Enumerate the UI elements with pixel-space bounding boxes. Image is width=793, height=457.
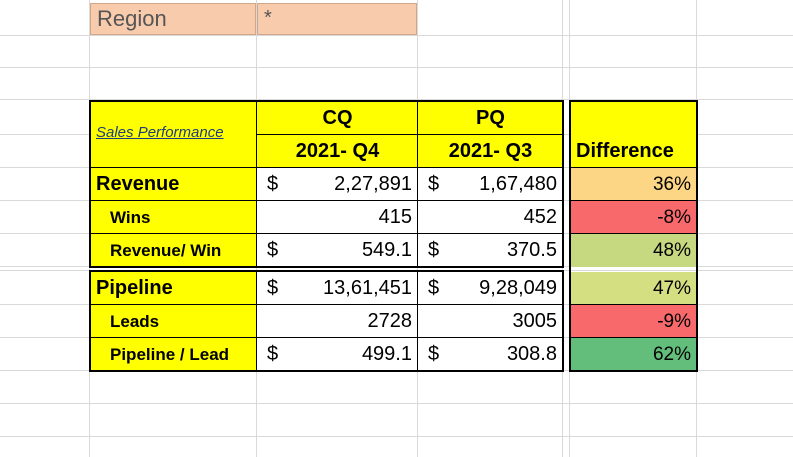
row-label-revenue: Revenue — [90, 168, 257, 201]
revenue-per-win-cq[interactable]: $ 549.1 — [257, 234, 418, 267]
leads-pq[interactable]: 3005 — [512, 310, 558, 332]
pipeline-per-lead-pq[interactable]: $ 308.8 — [418, 338, 563, 371]
wins-cq[interactable]: 415 — [378, 206, 412, 228]
divider — [256, 272, 257, 371]
divider — [90, 304, 563, 305]
pipeline-per-lead-pq-value: 308.8 — [506, 343, 557, 365]
currency-symbol: $ — [428, 277, 440, 299]
diff-pipeline-per-lead[interactable]: 62% — [570, 338, 697, 371]
revenue-cq-value: 2,27,891 — [334, 173, 412, 195]
divider — [570, 200, 697, 201]
region-value-cell[interactable]: * — [257, 3, 417, 35]
row-label-pipeline-per-lead: Pipeline / Lead — [90, 338, 257, 371]
revenue-cq[interactable]: $ 2,27,891 — [257, 168, 418, 201]
currency-symbol: $ — [267, 239, 279, 261]
revenue-pq-value: 1,67,480 — [479, 173, 557, 195]
sales-performance-title-cell: Sales Performance — [90, 101, 257, 167]
divider — [570, 304, 697, 305]
revenue-per-win-pq[interactable]: $ 370.5 — [418, 234, 563, 267]
revenue-per-win-cq-value: 549.1 — [361, 239, 412, 261]
diff-revenue[interactable]: 36% — [570, 168, 697, 201]
divider — [570, 337, 697, 338]
row-label-pipeline: Pipeline — [90, 272, 257, 305]
cq-period: 2021- Q4 — [257, 135, 418, 168]
region-label: Region — [90, 3, 256, 35]
divider — [90, 337, 563, 338]
diff-leads[interactable]: -9% — [570, 305, 697, 338]
pipeline-pq-value: 9,28,049 — [479, 277, 557, 299]
currency-symbol: $ — [267, 173, 279, 195]
revenue-per-win-pq-value: 370.5 — [506, 239, 557, 261]
divider — [570, 233, 697, 234]
divider — [417, 272, 418, 371]
pipeline-cq-value: 13,61,451 — [323, 277, 412, 299]
divider — [570, 167, 697, 168]
currency-symbol: $ — [267, 343, 279, 365]
sales-performance-title: Sales Performance — [96, 124, 224, 141]
divider — [90, 167, 563, 168]
revenue-pq[interactable]: $ 1,67,480 — [418, 168, 563, 201]
pipeline-pq[interactable]: $ 9,28,049 — [418, 272, 563, 305]
divider — [417, 101, 418, 267]
pq-header: PQ — [418, 101, 563, 135]
pipeline-cq[interactable]: $ 13,61,451 — [257, 272, 418, 305]
leads-cq[interactable]: 2728 — [367, 310, 413, 332]
divider — [257, 134, 563, 135]
pipeline-per-lead-cq-value: 499.1 — [361, 343, 412, 365]
currency-symbol: $ — [428, 343, 440, 365]
diff-wins[interactable]: -8% — [570, 201, 697, 234]
row-label-wins: Wins — [90, 201, 257, 234]
currency-symbol: $ — [428, 173, 440, 195]
diff-pipeline[interactable]: 47% — [570, 272, 697, 305]
difference-header: Difference — [570, 101, 697, 168]
pq-period: 2021- Q3 — [418, 135, 563, 168]
currency-symbol: $ — [267, 277, 279, 299]
cq-header: CQ — [257, 101, 418, 135]
divider — [90, 233, 563, 234]
currency-symbol: $ — [428, 239, 440, 261]
row-label-revenue-per-win: Revenue/ Win — [90, 234, 257, 267]
divider — [256, 101, 257, 267]
divider — [90, 200, 563, 201]
wins-pq[interactable]: 452 — [523, 206, 557, 228]
row-label-leads: Leads — [90, 305, 257, 338]
pipeline-per-lead-cq[interactable]: $ 499.1 — [257, 338, 418, 371]
diff-revenue-per-win[interactable]: 48% — [570, 234, 697, 267]
